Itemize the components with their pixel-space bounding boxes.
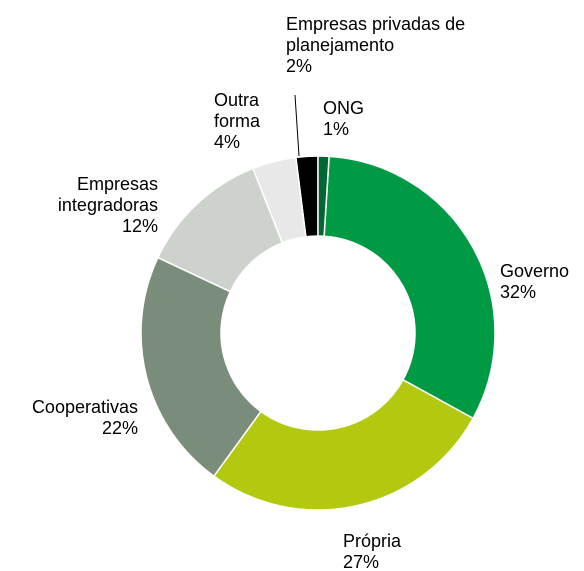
slice bbox=[212, 378, 475, 511]
label: Empresas integradoras 12% bbox=[28, 174, 158, 237]
value-label: 12% bbox=[121, 216, 158, 236]
value-label: 22% bbox=[101, 418, 138, 438]
slice bbox=[251, 156, 307, 244]
value-label: 2% bbox=[286, 56, 313, 76]
category: Empresas privadas de planejamento bbox=[286, 14, 466, 55]
category: Cooperativas bbox=[31, 397, 138, 417]
slice bbox=[140, 256, 263, 478]
label: Própria 27% bbox=[343, 531, 433, 571]
value-label: 27% bbox=[343, 552, 380, 571]
label: Outra forma 4% bbox=[214, 90, 274, 153]
leader-line bbox=[294, 94, 300, 157]
label: Governo 32% bbox=[500, 261, 584, 303]
slice bbox=[323, 155, 496, 420]
label: Cooperativas 22% bbox=[0, 397, 138, 439]
category: Governo bbox=[500, 261, 570, 281]
category: Empresas integradoras bbox=[57, 174, 158, 215]
category: Outra forma bbox=[214, 90, 261, 131]
category: ONG bbox=[323, 98, 365, 118]
value-label: 1% bbox=[323, 119, 350, 139]
value-label: 32% bbox=[500, 282, 537, 302]
value-label: 4% bbox=[214, 132, 241, 152]
category: Própria bbox=[343, 531, 402, 551]
label: ONG 1% bbox=[323, 98, 403, 140]
label: Empresas privadas de planejamento 2% bbox=[286, 14, 466, 77]
slice bbox=[156, 167, 284, 293]
slice bbox=[317, 155, 330, 237]
